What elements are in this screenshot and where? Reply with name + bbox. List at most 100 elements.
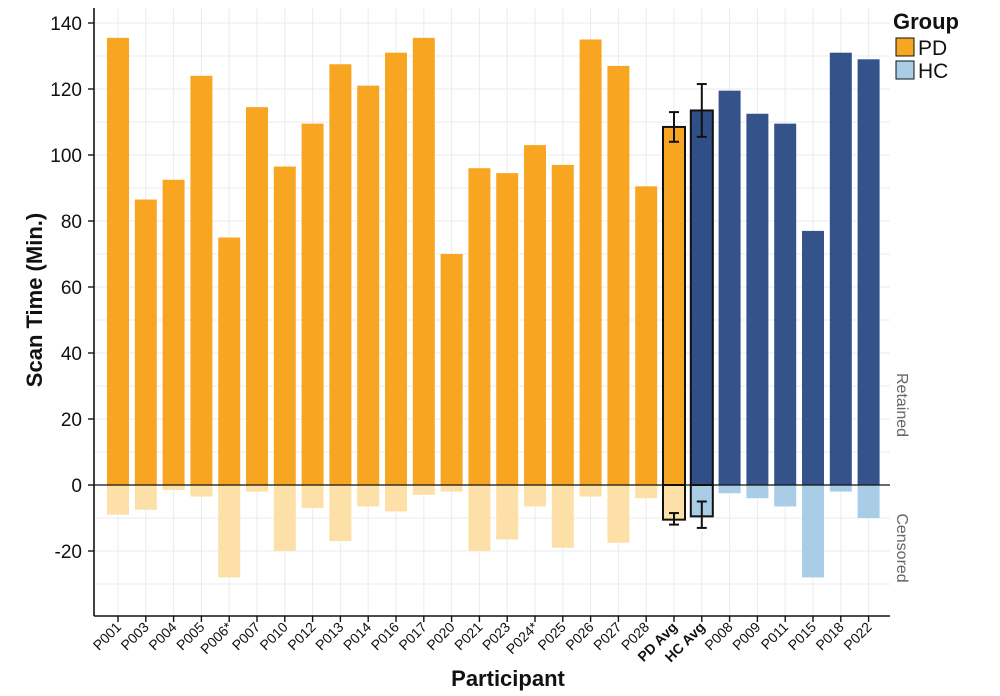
x-tick-label: P018 bbox=[812, 619, 847, 654]
legend-label-hc: HC bbox=[918, 60, 948, 83]
x-tick-label: P022 bbox=[840, 619, 875, 654]
x-tick-label: P016 bbox=[368, 619, 403, 654]
bar-censored-p008 bbox=[718, 485, 741, 494]
bar-retained-p009 bbox=[746, 113, 769, 485]
y-tick-label: -20 bbox=[55, 542, 82, 563]
bar-censored-p018 bbox=[829, 485, 852, 492]
bar-retained-p015 bbox=[802, 230, 824, 485]
bar-retained-p014 bbox=[357, 85, 380, 485]
bar-retained-p024 bbox=[524, 145, 546, 485]
y-tick-label: 120 bbox=[50, 80, 82, 101]
bar-censored-p028 bbox=[635, 485, 658, 499]
bar-retained-p011 bbox=[774, 123, 797, 486]
x-tick-label: P006* bbox=[197, 618, 236, 657]
bar-censored-p003 bbox=[134, 485, 157, 510]
bar-retained-p007 bbox=[246, 107, 268, 486]
bar-censored-p022 bbox=[857, 485, 880, 518]
bar-retained-p022 bbox=[857, 59, 880, 486]
x-tick-label: P007 bbox=[229, 619, 264, 654]
x-tick-label: P012 bbox=[284, 619, 319, 654]
bar-censored-p024 bbox=[524, 485, 546, 507]
y-tick-label: 80 bbox=[61, 212, 82, 233]
y-tick-label: 20 bbox=[61, 410, 82, 431]
bar-retained-p004 bbox=[162, 179, 185, 485]
bar-censored-p020 bbox=[440, 485, 463, 492]
bar-retained-p013 bbox=[329, 64, 352, 485]
x-tick-label: P025 bbox=[534, 619, 569, 654]
x-tick-label: P021 bbox=[451, 619, 486, 654]
x-tick-label: P013 bbox=[312, 619, 347, 654]
y-tick-label: 0 bbox=[71, 476, 82, 497]
bar-retained-p008 bbox=[718, 90, 741, 486]
bar-censored-p011 bbox=[774, 485, 797, 507]
bar-censored-p016 bbox=[385, 485, 407, 512]
x-tick-label: P004 bbox=[145, 619, 180, 654]
bars bbox=[107, 37, 880, 578]
bar-retained-p016 bbox=[385, 52, 407, 485]
bar-retained-hc-avg bbox=[689, 109, 714, 486]
x-tick-label: P027 bbox=[590, 619, 625, 654]
bar-censored-p005 bbox=[190, 485, 213, 497]
bar-retained-p017 bbox=[412, 37, 435, 485]
bar-censored-p007 bbox=[246, 485, 268, 492]
x-axis-title: Participant bbox=[451, 666, 565, 691]
x-tick-label: P014 bbox=[340, 619, 375, 654]
bar-censored-p021 bbox=[468, 485, 491, 551]
x-tick-label: P015 bbox=[785, 619, 820, 654]
y-tick-label: 140 bbox=[50, 14, 82, 35]
bar-censored-p010 bbox=[273, 485, 296, 551]
bar-censored-p001 bbox=[107, 485, 129, 515]
bar-retained-p012 bbox=[301, 123, 324, 486]
side-label-retained: Retained bbox=[893, 373, 910, 437]
bar-retained-p027 bbox=[607, 65, 630, 486]
bar-retained-p005 bbox=[190, 75, 213, 486]
bar-retained-p003 bbox=[134, 199, 157, 486]
bar-retained-pd-avg bbox=[662, 125, 686, 486]
x-tick-label: P003 bbox=[117, 619, 152, 654]
bar-retained-p001 bbox=[107, 37, 129, 485]
bar-censored-p025 bbox=[551, 485, 574, 548]
x-tick-label: P026 bbox=[562, 619, 597, 654]
bar-censored-p009 bbox=[746, 485, 769, 499]
x-tick-label: P009 bbox=[729, 619, 764, 654]
x-ticks: P001P003P004P005P006*P007P010P012P013P01… bbox=[90, 616, 875, 665]
bar-censored-p004 bbox=[162, 485, 185, 490]
y-tick-label: 100 bbox=[50, 146, 82, 167]
x-tick-label: P010 bbox=[256, 619, 291, 654]
x-tick-label: P001 bbox=[90, 619, 125, 654]
legend-swatch-hc bbox=[895, 60, 915, 80]
legend: Group PD HC bbox=[893, 9, 959, 83]
y-axis-title: Scan Time (Min.) bbox=[22, 213, 47, 387]
legend-swatch-pd bbox=[895, 37, 915, 57]
bar-retained-p006 bbox=[218, 237, 241, 485]
bar-retained-p028 bbox=[635, 186, 658, 485]
bar-retained-p023 bbox=[496, 173, 519, 485]
bar-retained-p020 bbox=[440, 254, 463, 485]
axes bbox=[93, 8, 890, 617]
x-tick-label: P020 bbox=[423, 619, 458, 654]
error-bars bbox=[669, 83, 707, 529]
bar-retained-p021 bbox=[468, 168, 491, 485]
x-tick-label: P017 bbox=[395, 619, 430, 654]
legend-label-pd: PD bbox=[918, 37, 947, 60]
bar-censored-p013 bbox=[329, 485, 352, 542]
bar-censored-p017 bbox=[412, 485, 435, 495]
bar-retained-p010 bbox=[273, 166, 296, 486]
bar-censored-p026 bbox=[579, 485, 602, 497]
bar-retained-p026 bbox=[579, 39, 602, 485]
bar-censored-p006 bbox=[218, 485, 241, 578]
y-tick-label: 60 bbox=[61, 278, 82, 299]
bar-censored-p012 bbox=[301, 485, 324, 509]
x-tick-label: P024* bbox=[503, 618, 542, 657]
y-ticks: 140 120 100 80 60 40 20 0 -20 bbox=[50, 14, 94, 563]
bar-censored-p015 bbox=[802, 485, 824, 578]
x-tick-label: P008 bbox=[701, 619, 736, 654]
side-label-censored: Censored bbox=[893, 513, 910, 582]
grid bbox=[94, 8, 890, 616]
legend-title: Group bbox=[893, 9, 959, 34]
bar-censored-p023 bbox=[496, 485, 519, 540]
x-tick-label: P011 bbox=[758, 619, 792, 653]
y-tick-label: 40 bbox=[61, 344, 82, 365]
bar-retained-p018 bbox=[829, 52, 852, 485]
